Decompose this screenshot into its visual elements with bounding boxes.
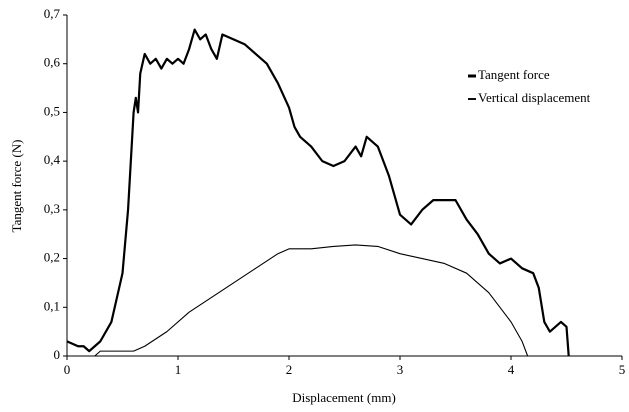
legend-label: Tangent force (478, 67, 550, 82)
y-tick-label: 0,3 (44, 201, 60, 216)
data-line (66, 28, 570, 357)
x-axis-label: Displacement (mm) (292, 390, 396, 405)
x-tick-label: 5 (619, 362, 626, 377)
x-tick-label: 3 (397, 362, 404, 377)
legend-label: Vertical displacement (478, 90, 591, 105)
y-tick-label: 0 (54, 347, 61, 362)
y-tick-label: 0,1 (44, 298, 60, 313)
data-line (94, 244, 529, 357)
y-tick-label: 0,4 (44, 152, 61, 167)
y-tick-label: 0,6 (44, 55, 61, 70)
x-tick-label: 2 (286, 362, 293, 377)
y-axis-label: Tangent force (N) (9, 140, 24, 233)
y-tick-label: 0,5 (44, 103, 60, 118)
x-tick-label: 1 (175, 362, 182, 377)
x-tick-label: 0 (64, 362, 71, 377)
y-tick-label: 0,7 (44, 6, 61, 21)
x-tick-label: 4 (508, 362, 515, 377)
y-tick-label: 0,2 (44, 250, 60, 265)
